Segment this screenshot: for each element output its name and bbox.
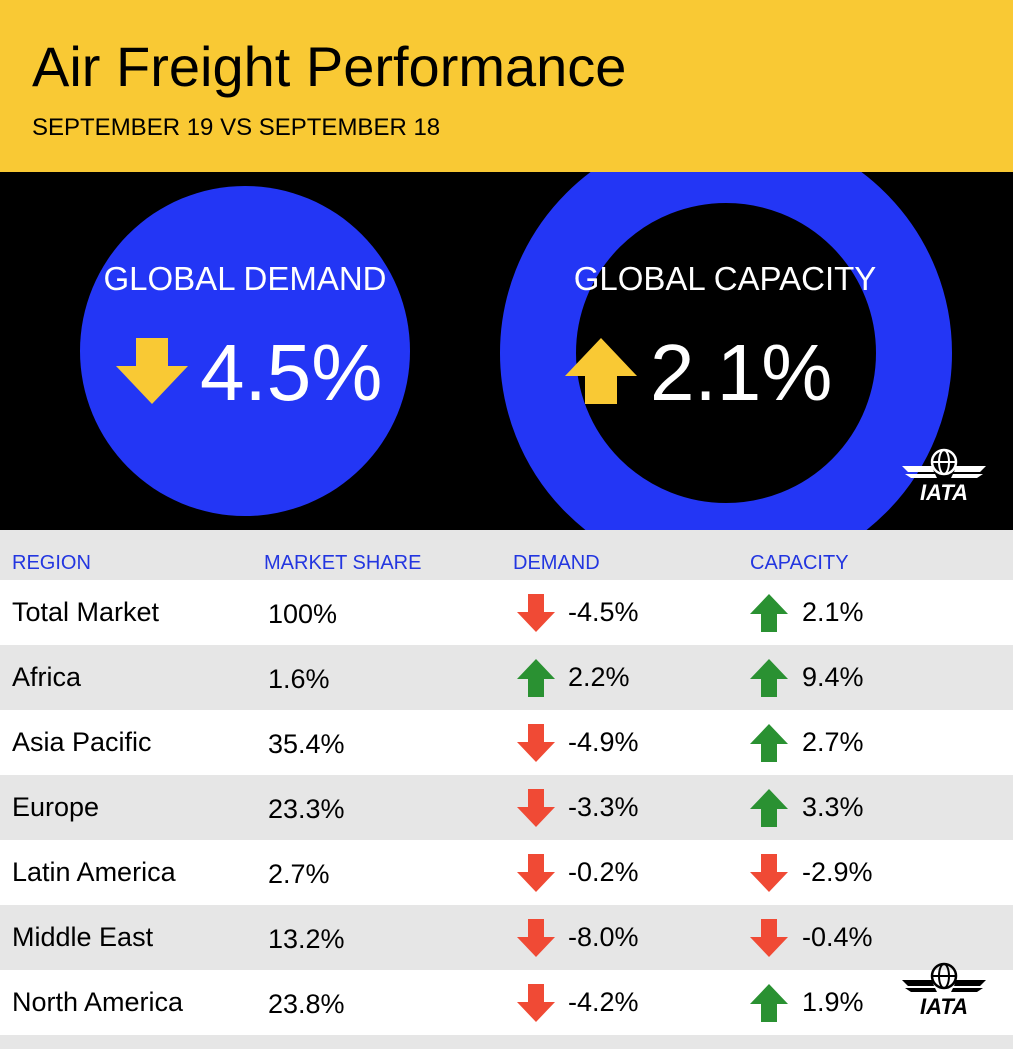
capacity-change: 1.9%: [802, 987, 864, 1017]
table-row: Latin America 2.7% -0.2% -2.9%: [0, 840, 1013, 905]
market-share: 13.2%: [268, 924, 345, 954]
global-capacity-label: GLOBAL CAPACITY: [573, 260, 877, 297]
table-row: Asia Pacific 35.4% -4.9% 2.7%: [0, 710, 1013, 775]
region-name: Africa: [12, 662, 82, 692]
table-row: Middle East 13.2% -8.0% -0.4%: [0, 905, 1013, 970]
capacity-change: -0.4%: [802, 922, 873, 952]
demand-change: -4.2%: [568, 987, 639, 1017]
capacity-change: 3.3%: [802, 792, 864, 822]
global-capacity-value: 2.1%: [650, 328, 833, 417]
region-name: Asia Pacific: [12, 727, 152, 757]
table-row: Europe 23.3% -3.3% 3.3%: [0, 775, 1013, 840]
capacity-change: -2.9%: [802, 857, 873, 887]
arrow-up-icon: [750, 659, 788, 697]
hero-panel: GLOBAL DEMAND 4.5% GLOBAL CAPACITY 2.1% …: [0, 172, 1013, 530]
arrow-down-icon: [750, 919, 788, 957]
col-market-share: MARKET SHARE: [264, 552, 422, 574]
market-share: 2.7%: [268, 859, 330, 889]
iata-logo-footer: IATA: [902, 962, 986, 1018]
col-demand: DEMAND: [513, 552, 600, 574]
iata-logo: IATA: [902, 448, 986, 504]
market-share: 100%: [268, 599, 338, 629]
demand-change: -3.3%: [568, 792, 639, 822]
region-name: North America: [12, 987, 184, 1017]
region-name: Europe: [12, 792, 100, 822]
region-name: Middle East: [12, 922, 154, 952]
demand-change: -0.2%: [568, 857, 639, 887]
global-demand-value: 4.5%: [200, 328, 383, 417]
page-subtitle: SEPTEMBER 19 VS SEPTEMBER 18: [32, 114, 441, 141]
col-region: REGION: [12, 552, 91, 574]
capacity-change: 2.7%: [802, 727, 864, 757]
arrow-down-icon: [517, 984, 555, 1022]
arrow-up-icon: [517, 659, 555, 697]
market-share: 1.6%: [268, 664, 330, 694]
arrow-down-icon: [517, 594, 555, 632]
capacity-change: 9.4%: [802, 662, 864, 692]
table-row: Total Market 100% -4.5% 2.1%: [0, 580, 1013, 645]
arrow-down-icon: [750, 854, 788, 892]
region-name: Total Market: [12, 597, 160, 627]
arrow-up-icon: [750, 594, 788, 632]
header: Air Freight Performance SEPTEMBER 19 VS …: [0, 0, 1013, 172]
demand-change: -4.5%: [568, 597, 639, 627]
market-share: 23.3%: [268, 794, 345, 824]
arrow-down-icon: [517, 919, 555, 957]
table-header: REGION MARKET SHARE DEMAND CAPACITY: [0, 530, 1013, 578]
arrow-up-icon: [750, 789, 788, 827]
arrow-up-icon: [750, 984, 788, 1022]
region-name: Latin America: [12, 857, 176, 887]
page-title: Air Freight Performance: [32, 35, 627, 98]
capacity-change: 2.1%: [802, 597, 864, 627]
col-capacity: CAPACITY: [750, 552, 849, 574]
demand-change: -4.9%: [568, 727, 639, 757]
market-share: 35.4%: [268, 729, 345, 759]
arrow-up-icon: [750, 724, 788, 762]
arrow-down-icon: [517, 854, 555, 892]
svg-text:IATA: IATA: [920, 480, 968, 504]
demand-change: -8.0%: [568, 922, 639, 952]
demand-change: 2.2%: [568, 662, 630, 692]
market-share: 23.8%: [268, 989, 345, 1019]
svg-text:IATA: IATA: [920, 994, 968, 1018]
arrow-down-icon: [116, 338, 188, 404]
table-row: North America 23.8% -4.2% 1.9%: [0, 970, 1013, 1035]
arrow-down-icon: [517, 724, 555, 762]
arrow-up-icon: [565, 338, 637, 404]
demand-circle: [80, 186, 410, 516]
global-demand-label: GLOBAL DEMAND: [103, 260, 387, 297]
table-row: Africa 1.6% 2.2% 9.4%: [0, 645, 1013, 710]
arrow-down-icon: [517, 789, 555, 827]
